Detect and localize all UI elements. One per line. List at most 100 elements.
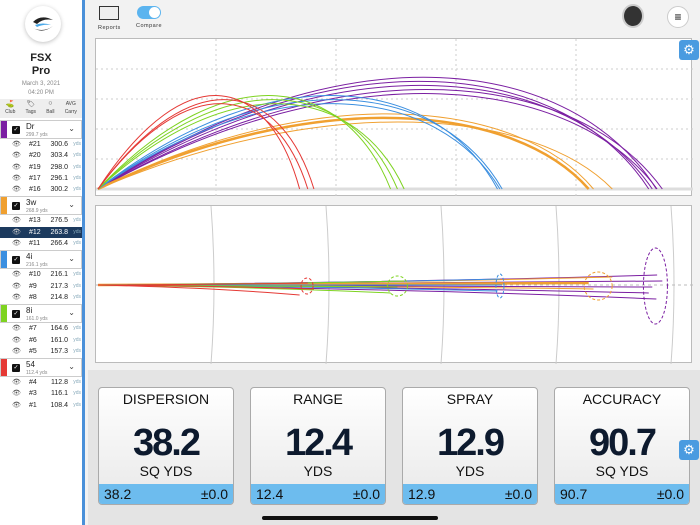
shot-row[interactable]: 👁 #13 276.5 yds [0,215,82,226]
shot-row[interactable]: 👁 #1 108.4 yds [0,400,82,411]
club-group-Dr[interactable]: ✓ Dr 299.7 yds ⌄ [0,120,82,139]
shot-row[interactable]: 👁 #17 296.1 yds [0,173,82,184]
eye-icon[interactable]: 👁 [12,401,21,409]
compare-toggle[interactable]: Compare [136,6,162,29]
eye-icon[interactable]: 👁 [12,379,21,387]
stat-card-spray[interactable]: SPRAY 12.9 YDS 12.9 ±0.0 [402,387,538,505]
shot-distance: 303.4 [50,152,68,160]
shot-row[interactable]: 👁 #8 214.8 yds [0,292,82,303]
top-view-chart[interactable] [95,205,693,365]
shot-row[interactable]: 👁 #10 216.1 yds [0,269,82,280]
trajectory-54 [97,95,301,190]
session-date: March 3, 2021 04:20 PM [0,80,82,98]
shot-unit: yds [73,163,81,170]
stat-card-dispersion[interactable]: DISPERSION 38.2 SQ YDS 38.2 ±0.0 [98,387,234,505]
avg-icon: AVG [65,101,76,107]
chevron-down-icon[interactable]: ⌄ [68,124,75,133]
eye-icon[interactable]: 👁 [12,390,21,398]
eye-icon[interactable]: 👁 [12,217,21,225]
dispersion-ellipse-4i [495,273,505,299]
shot-row[interactable]: 👁 #19 298.0 yds [0,162,82,173]
club-group-8i[interactable]: ✓ 8i 161.0 yds ⌄ [0,304,82,324]
eye-icon[interactable]: 👁 [12,293,21,301]
club-checkbox[interactable]: ✓ [12,364,20,373]
shot-row[interactable]: 👁 #11 266.4 yds [0,238,82,249]
club-name: Dr [26,122,35,131]
stat-foot-delta: ±0.0 [352,486,380,502]
club-checkbox[interactable]: ✓ [12,256,20,265]
club-group-54[interactable]: ✓ 54 112.4 yds ⌄ [0,358,82,378]
chevron-down-icon[interactable]: ⌄ [68,308,75,318]
shot-unit: yds [73,325,81,332]
trajectory-8i [97,99,398,190]
toggle-switch[interactable] [137,6,162,19]
club-checkbox[interactable]: ✓ [12,202,20,211]
shot-number: #16 [29,186,41,194]
eye-icon[interactable]: 👁 [12,325,21,333]
shot-number: #12 [29,228,41,236]
eye-icon[interactable]: 👁 [12,271,21,279]
eye-icon[interactable]: 👁 [12,174,21,182]
stat-card-range[interactable]: RANGE 12.4 YDS 12.4 ±0.0 [250,387,386,505]
shot-unit: yds [73,347,81,354]
shot-row[interactable]: 👁 #7 164.6 yds [0,323,82,334]
shot-number: #21 [29,141,41,148]
shot-row[interactable]: 👁 #21 300.6 yds [0,139,82,150]
shot-row[interactable]: 👁 #12 263.8 yds [0,226,82,239]
shot-row[interactable]: 👁 #3 116.1 yds [0,388,82,399]
filter-ball[interactable]: ○ Ball [46,100,54,118]
eye-icon[interactable]: 👁 [12,228,21,236]
shot-row[interactable]: 👁 #6 161.0 yds [0,335,82,346]
stat-footer: 90.7 ±0.0 [555,484,689,504]
chevron-down-icon[interactable]: ⌄ [68,362,75,372]
eye-icon[interactable]: 👁 [12,282,21,290]
filter-carry[interactable]: AVG Carry [65,100,77,118]
stats-panel: DISPERSION 38.2 SQ YDS 38.2 ±0.0 RANGE 12… [88,370,700,525]
filter-tags[interactable]: 🏷 Tags [26,100,37,118]
chevron-down-icon[interactable]: ⌄ [68,254,75,264]
shot-row[interactable]: 👁 #9 217.3 yds [0,281,82,292]
trajectory-Dr [97,89,663,190]
shot-number: #17 [29,174,41,182]
club-checkbox[interactable]: ✓ [12,310,20,319]
shot-number: #10 [29,271,41,279]
shot-row[interactable]: 👁 #20 303.4 yds [0,150,82,161]
filter-label: Carry [64,109,77,115]
club-group-3w[interactable]: ✓ 3w 268.9 yds ⌄ [0,196,82,216]
trajectory-side-svg [96,39,697,197]
stat-card-accuracy[interactable]: ACCURACY 90.7 SQ YDS 90.7 ±0.0 [554,387,690,505]
side-view-chart[interactable] [95,38,697,197]
shot-unit: yds [73,228,81,235]
shot-distance: 164.6 [50,325,68,333]
device-avatar[interactable] [622,4,644,28]
time-text: 04:20 PM [28,90,54,96]
chart-settings-gear-icon[interactable]: ⚙ [679,40,699,60]
tag-icon: 🏷 [26,101,36,108]
stat-foot-delta: ±0.0 [656,486,684,502]
club-group-4i[interactable]: ✓ 4i 216.1 yds ⌄ [0,250,82,270]
trajectory-Dr [97,80,650,190]
shot-row[interactable]: 👁 #4 112.8 yds [0,377,82,388]
eye-icon[interactable]: 👁 [12,152,21,160]
club-checkbox[interactable]: ✓ [12,126,20,134]
eye-icon[interactable]: 👁 [12,347,21,355]
filter-club[interactable]: ⛳ Club [5,100,15,118]
eye-icon[interactable]: 👁 [12,240,21,248]
shot-unit: yds [73,293,81,300]
club-avg: 268.9 yds [26,208,48,214]
club-icon: ⛳ [5,101,15,108]
shot-row[interactable]: 👁 #5 157.3 yds [0,346,82,357]
club-color-bar [1,251,7,269]
eye-icon[interactable]: 👁 [12,336,21,344]
shot-distance: 266.4 [50,240,68,248]
chevron-down-icon[interactable]: ⌄ [68,200,75,210]
eye-icon[interactable]: 👁 [12,163,21,171]
shot-row[interactable]: 👁 #16 300.2 yds [0,184,82,195]
reports-button[interactable]: Reports [98,6,121,31]
club-color-bar [1,305,7,323]
shot-number: #9 [29,282,37,290]
stats-settings-gear-icon[interactable]: ⚙ [679,440,699,460]
eye-icon[interactable]: 👁 [12,141,21,148]
menu-button[interactable]: ≡ [667,6,689,28]
eye-icon[interactable]: 👁 [12,186,21,194]
